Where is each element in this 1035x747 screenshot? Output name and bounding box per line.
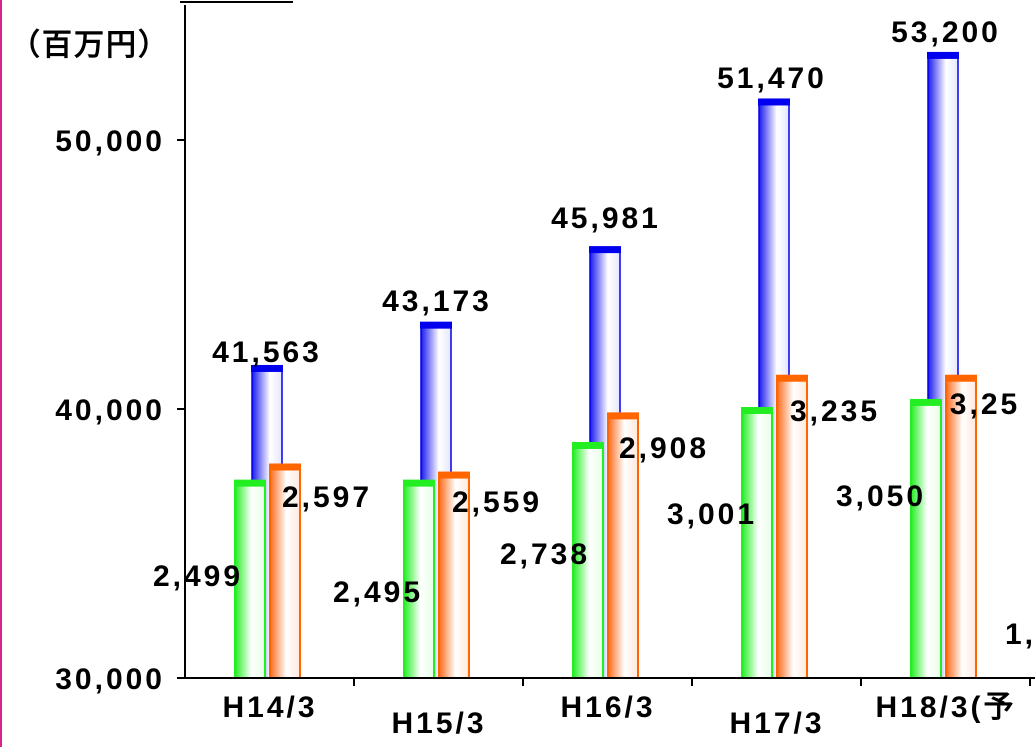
value-label: 53,200 [891,16,1001,49]
value-label: 3,050 [836,480,926,513]
x-tick-label: H15/3 [391,707,486,740]
value-label: 2,738 [500,538,590,571]
value-label: 3,25 [950,388,1020,421]
value-label: 51,470 [717,62,827,95]
green-bar [572,442,604,679]
value-label: 3,235 [790,395,880,428]
orange-bar [607,413,639,679]
green-bar-cap [741,407,773,414]
value-label: 41,563 [212,336,322,369]
green-bar [741,408,773,679]
y-tick-label: 30,000 [55,663,165,696]
y-tick-label: 50,000 [55,125,165,158]
partial-value-label: 1, [1005,618,1035,651]
orange-bar-cap [776,374,808,382]
value-label: 2,597 [282,481,372,514]
value-label: 2,559 [452,486,542,519]
x-tick-label: H17/3 [729,707,824,740]
orange-bar [776,375,808,679]
green-bar [403,480,435,679]
green-bar-cap [234,479,266,487]
orange-bar-cap [607,412,639,420]
y-tick-label: 40,000 [55,394,165,427]
x-tick-label: H14/3 [222,691,317,724]
x-tick-label: H16/3 [560,691,655,724]
value-label: 2,908 [619,432,709,465]
value-label: 3,001 [667,498,757,531]
orange-bar-cap [438,471,470,479]
value-label: 2,499 [153,560,243,593]
orange-bar-cap [269,463,301,471]
blue-bar-cap [589,246,621,254]
green-bar-cap [572,441,604,449]
green-bar-cap [910,398,942,406]
value-label: 2,495 [333,576,423,609]
orange-bar [945,375,977,679]
orange-bar [438,472,470,679]
blue-bar-cap [420,321,452,329]
y-axis-unit-label: （百万円） [10,28,170,63]
blue-bar-cap [758,98,790,106]
x-tick-label: H18/3(予 [875,691,1016,724]
value-label: 43,173 [382,285,492,318]
green-bar-cap [403,479,435,487]
blue-bar-cap [927,51,959,59]
orange-bar-cap [945,374,977,382]
green-bar [910,399,942,679]
value-label: 45,981 [551,202,661,235]
blue-bar-cap [251,364,283,372]
